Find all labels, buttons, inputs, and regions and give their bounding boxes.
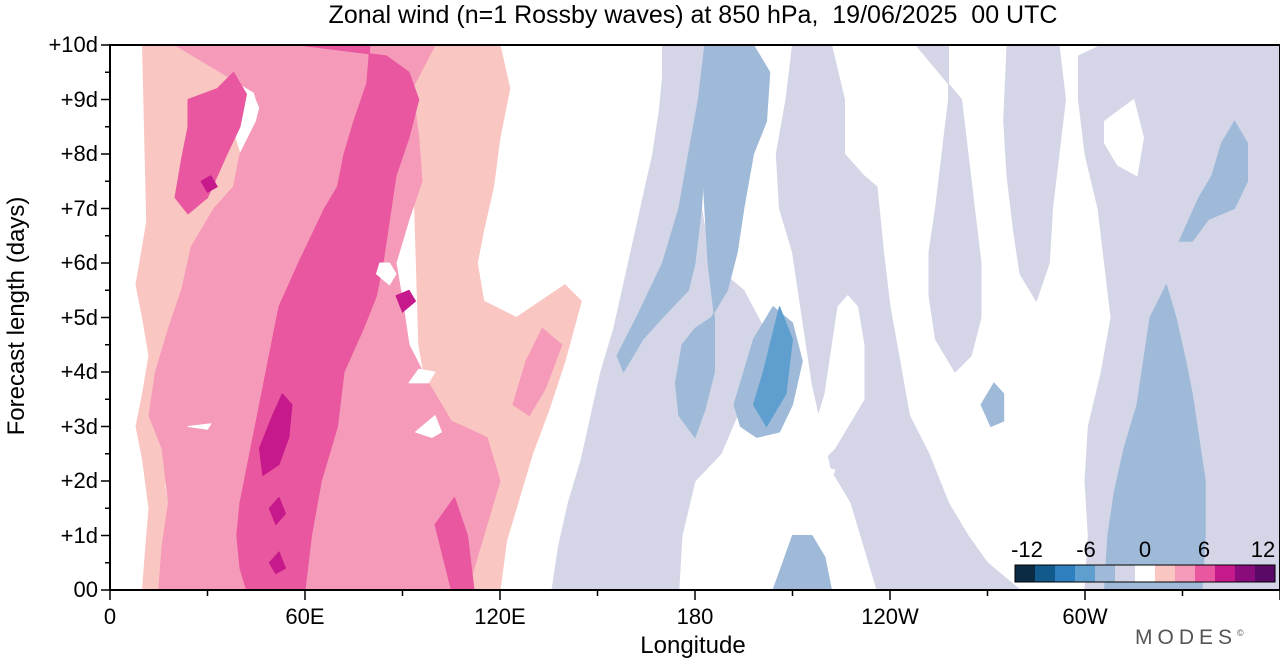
contour-region-20 bbox=[616, 45, 715, 373]
colorbar-swatch bbox=[1235, 565, 1256, 582]
colorbar-label: 12 bbox=[1250, 537, 1276, 562]
colorbar-swatch bbox=[1195, 565, 1216, 582]
contour-region-24 bbox=[1104, 284, 1206, 590]
contour-region-17 bbox=[1003, 45, 1066, 302]
y-tick-label: +9d bbox=[60, 86, 98, 112]
contour-region-34 bbox=[1104, 99, 1144, 177]
x-tick-label: 180 bbox=[676, 604, 714, 629]
brand-mark: © bbox=[1237, 628, 1244, 638]
colorbar-swatch bbox=[1215, 565, 1236, 582]
colorbar-swatch bbox=[1255, 565, 1276, 582]
colorbar-frame bbox=[1014, 564, 1276, 583]
y-tick-label: +5d bbox=[60, 304, 98, 330]
modes-logo: MODES© bbox=[1135, 626, 1244, 650]
contour-region-11 bbox=[268, 551, 286, 575]
colorbar-swatch bbox=[1155, 565, 1176, 582]
y-tick-label: +10d bbox=[48, 32, 98, 57]
contour-region-16 bbox=[915, 45, 982, 373]
contour-region-5 bbox=[512, 327, 563, 417]
contour-region-29 bbox=[408, 368, 436, 384]
contour-region-10 bbox=[268, 496, 286, 526]
contour-region-30 bbox=[415, 415, 442, 438]
contour-region-22 bbox=[772, 535, 832, 590]
y-tick-label: +1d bbox=[60, 522, 98, 548]
colorbar-swatch bbox=[1095, 565, 1116, 582]
y-tick-label: +4d bbox=[60, 359, 98, 384]
contour-region-15 bbox=[775, 45, 1021, 590]
x-tick-label: 60E bbox=[285, 604, 325, 629]
y-tick-label: 00 bbox=[73, 577, 98, 602]
contour-region-33 bbox=[1058, 229, 1086, 264]
contour-region-6 bbox=[174, 71, 247, 215]
y-tick-label: +8d bbox=[60, 141, 98, 166]
contour-region-9 bbox=[259, 393, 293, 476]
contour-region-23 bbox=[1178, 120, 1248, 242]
colorbar-swatch bbox=[1175, 565, 1196, 582]
contour-region-8 bbox=[434, 496, 475, 590]
contour-region-26 bbox=[753, 306, 793, 427]
contour-region-31 bbox=[187, 423, 212, 430]
y-tick-label: +6d bbox=[60, 250, 98, 275]
chart-title: Zonal wind (n=1 Rossby waves) at 850 hPa… bbox=[328, 1, 1058, 29]
x-tick-label: 0 bbox=[103, 604, 117, 629]
colorbar-swatch bbox=[1035, 565, 1056, 582]
x-axis-label: Longitude bbox=[640, 632, 746, 659]
colorbar-label: 0 bbox=[1138, 537, 1152, 562]
x-tick-label: 60W bbox=[1062, 604, 1108, 629]
contour-region-32 bbox=[821, 466, 836, 479]
contour-region-13 bbox=[200, 175, 218, 193]
y-tick-label: +3d bbox=[60, 413, 98, 439]
contour-fills bbox=[135, 45, 1280, 590]
contour-region-12 bbox=[395, 289, 416, 313]
brand-name: MODES bbox=[1135, 626, 1238, 649]
colorbar-swatch bbox=[1075, 565, 1096, 582]
contour-region-19 bbox=[675, 45, 771, 438]
colorbar-label: -6 bbox=[1076, 537, 1096, 562]
colorbar-swatch bbox=[1135, 565, 1156, 582]
colorbar-swatch bbox=[1115, 565, 1136, 582]
contour-region-28 bbox=[376, 262, 397, 286]
colorbar-label: -12 bbox=[1011, 537, 1043, 562]
contour-region-27 bbox=[798, 295, 865, 466]
x-tick-label: 120E bbox=[474, 604, 526, 629]
colorbar bbox=[1014, 564, 1276, 583]
colorbar-swatch bbox=[1055, 565, 1076, 582]
y-tick-label: +2d bbox=[60, 468, 98, 493]
x-tick-label: 120W bbox=[861, 604, 919, 629]
colorbar-swatch bbox=[1015, 565, 1036, 582]
colorbar-label: 6 bbox=[1197, 537, 1211, 562]
y-tick-label: +7d bbox=[60, 195, 98, 221]
contour-region-25 bbox=[980, 382, 1005, 427]
axis-ticks bbox=[101, 44, 1280, 600]
